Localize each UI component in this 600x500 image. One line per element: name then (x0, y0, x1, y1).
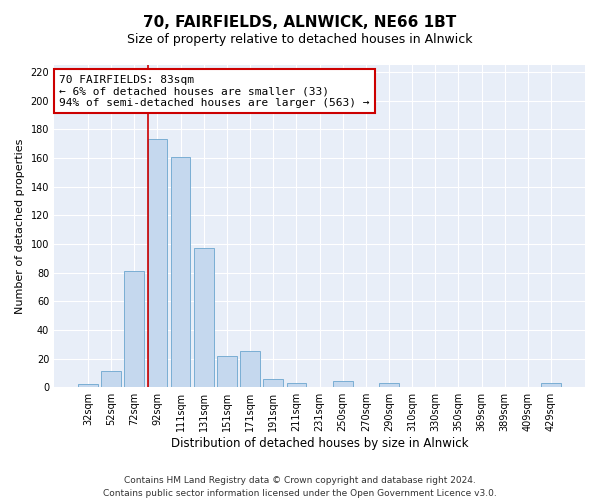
Bar (217, 356, 237, 387)
Text: Size of property relative to detached houses in Alnwick: Size of property relative to detached ho… (127, 32, 473, 46)
Bar (124, 271, 144, 387)
Bar (240, 352, 260, 387)
Bar (148, 140, 167, 387)
Bar (101, 372, 121, 387)
Bar (287, 383, 306, 387)
Bar (171, 156, 190, 387)
Y-axis label: Number of detached properties: Number of detached properties (15, 138, 25, 314)
Bar (379, 383, 399, 387)
X-axis label: Distribution of detached houses by size in Alnwick: Distribution of detached houses by size … (171, 437, 468, 450)
Bar (263, 378, 283, 387)
Bar (333, 382, 353, 387)
Bar (194, 248, 214, 387)
Text: Contains HM Land Registry data © Crown copyright and database right 2024.
Contai: Contains HM Land Registry data © Crown c… (103, 476, 497, 498)
Text: 70, FAIRFIELDS, ALNWICK, NE66 1BT: 70, FAIRFIELDS, ALNWICK, NE66 1BT (143, 15, 457, 30)
Text: 70 FAIRFIELDS: 83sqm
← 6% of detached houses are smaller (33)
94% of semi-detach: 70 FAIRFIELDS: 83sqm ← 6% of detached ho… (59, 74, 370, 108)
Bar (78, 384, 98, 387)
Bar (541, 383, 561, 387)
